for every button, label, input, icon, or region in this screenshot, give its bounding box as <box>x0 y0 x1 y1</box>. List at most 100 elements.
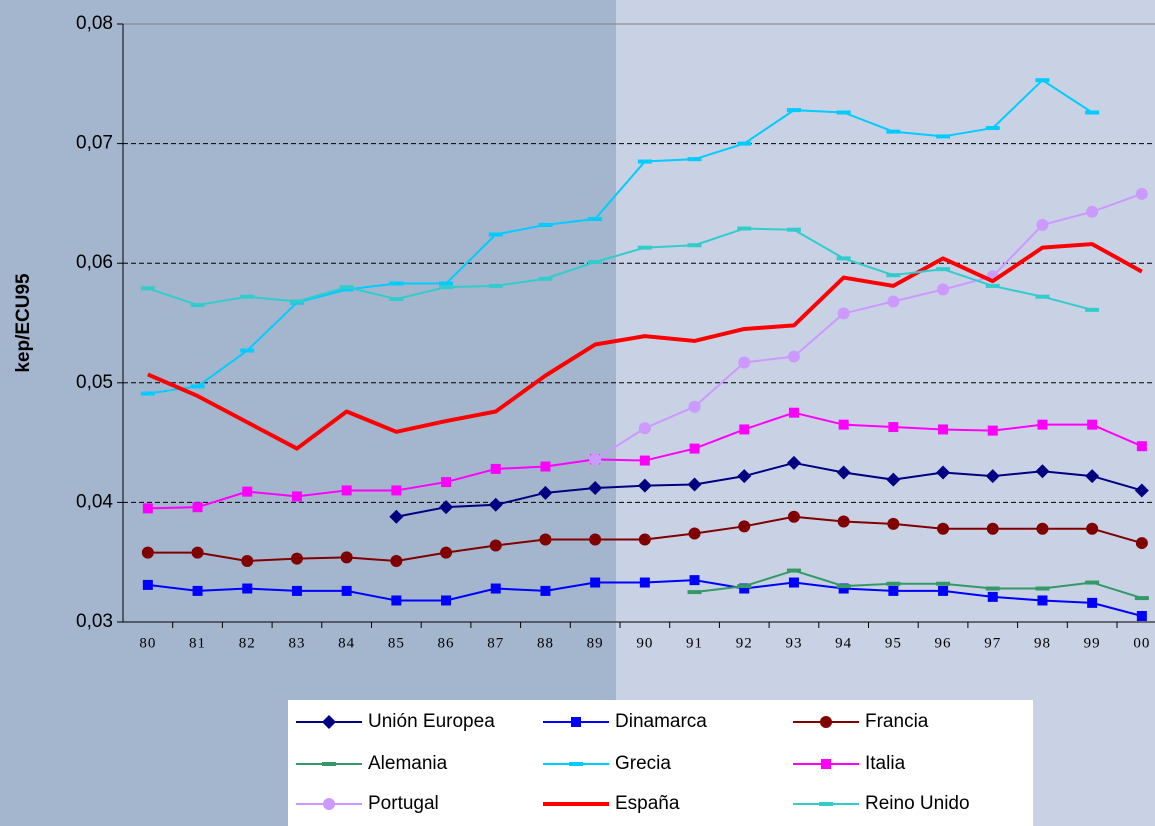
data-point <box>836 256 851 261</box>
data-point <box>787 350 800 363</box>
data-point <box>1085 469 1100 484</box>
data-point <box>389 281 404 286</box>
x-tick-label: 95 <box>885 635 902 651</box>
data-point <box>737 584 752 589</box>
data-point <box>1086 205 1099 218</box>
data-point <box>1134 483 1149 498</box>
legend-marker <box>819 802 833 806</box>
data-point <box>787 510 800 523</box>
data-point <box>938 585 949 596</box>
data-point <box>688 400 701 413</box>
data-point <box>689 575 700 586</box>
data-point <box>540 585 551 596</box>
data-point <box>1134 596 1149 601</box>
legend-marker <box>821 759 831 769</box>
data-point <box>836 584 851 589</box>
legend-label: España <box>615 793 680 814</box>
data-point <box>240 348 255 353</box>
data-point <box>737 141 752 146</box>
data-point <box>936 267 951 272</box>
data-point <box>341 485 352 496</box>
data-point <box>986 522 999 535</box>
legend-label: Alemania <box>368 753 448 774</box>
data-point <box>590 577 601 588</box>
data-point <box>737 226 752 231</box>
data-point <box>390 555 403 568</box>
data-point <box>589 533 602 546</box>
data-point <box>987 591 998 602</box>
data-point <box>888 585 899 596</box>
legend-label: Unión Europea <box>368 711 495 732</box>
data-point <box>140 286 155 291</box>
series-line <box>594 192 1143 461</box>
data-point <box>192 502 203 513</box>
data-point <box>936 134 951 139</box>
x-tick-label: 96 <box>935 635 952 651</box>
data-point <box>339 285 354 290</box>
data-point <box>1085 110 1100 115</box>
data-point <box>687 477 702 492</box>
series-line <box>147 227 1093 311</box>
x-tick-label: 82 <box>239 635 256 651</box>
x-tick-label: 99 <box>1084 635 1101 651</box>
data-point <box>391 485 402 496</box>
data-point <box>837 307 850 320</box>
legend-marker <box>322 762 336 766</box>
data-point <box>391 595 402 606</box>
data-point <box>936 581 951 586</box>
data-point <box>190 384 205 389</box>
data-point <box>439 281 454 286</box>
data-point <box>291 585 302 596</box>
data-point <box>1135 187 1148 200</box>
legend-label: Portugal <box>368 793 439 814</box>
data-point <box>439 285 454 290</box>
data-point <box>1035 78 1050 83</box>
data-point <box>339 287 354 292</box>
data-point <box>192 585 203 596</box>
data-point <box>488 497 503 512</box>
data-point <box>1136 441 1147 452</box>
legend-label: Reino Unido <box>865 793 970 814</box>
data-point <box>441 477 452 488</box>
data-point <box>1035 586 1050 591</box>
data-point <box>936 465 951 480</box>
data-point <box>490 583 501 594</box>
x-tick-label: 93 <box>785 635 802 651</box>
data-point <box>1037 595 1048 606</box>
data-point <box>639 577 650 588</box>
data-point <box>540 461 551 472</box>
data-point <box>886 273 901 278</box>
series-line <box>396 461 1143 518</box>
background-left <box>0 0 616 826</box>
data-point <box>389 509 404 524</box>
x-tick-label: 88 <box>537 635 554 651</box>
y-axis-label: kep/ECU95 <box>13 273 34 373</box>
legend-label: Francia <box>865 711 929 732</box>
data-point <box>838 583 849 594</box>
legend-label: Italia <box>865 753 906 774</box>
data-point <box>588 216 603 221</box>
data-point <box>737 469 752 484</box>
data-point <box>738 520 751 533</box>
data-point <box>738 356 751 369</box>
data-point <box>1035 294 1050 299</box>
legend-label: Grecia <box>615 753 671 774</box>
data-point <box>886 129 901 134</box>
data-point <box>538 222 553 227</box>
data-point <box>1085 307 1100 312</box>
data-point <box>836 465 851 480</box>
data-point <box>191 546 204 559</box>
data-point <box>340 551 353 564</box>
data-point <box>140 391 155 396</box>
x-tick-label: 83 <box>288 635 305 651</box>
data-point <box>242 486 253 497</box>
data-point <box>637 159 652 164</box>
data-point <box>142 503 153 514</box>
data-point <box>687 157 702 162</box>
data-point <box>638 422 651 435</box>
data-point <box>538 276 553 281</box>
data-point <box>638 533 651 546</box>
data-point <box>190 303 205 308</box>
data-point <box>1086 522 1099 535</box>
